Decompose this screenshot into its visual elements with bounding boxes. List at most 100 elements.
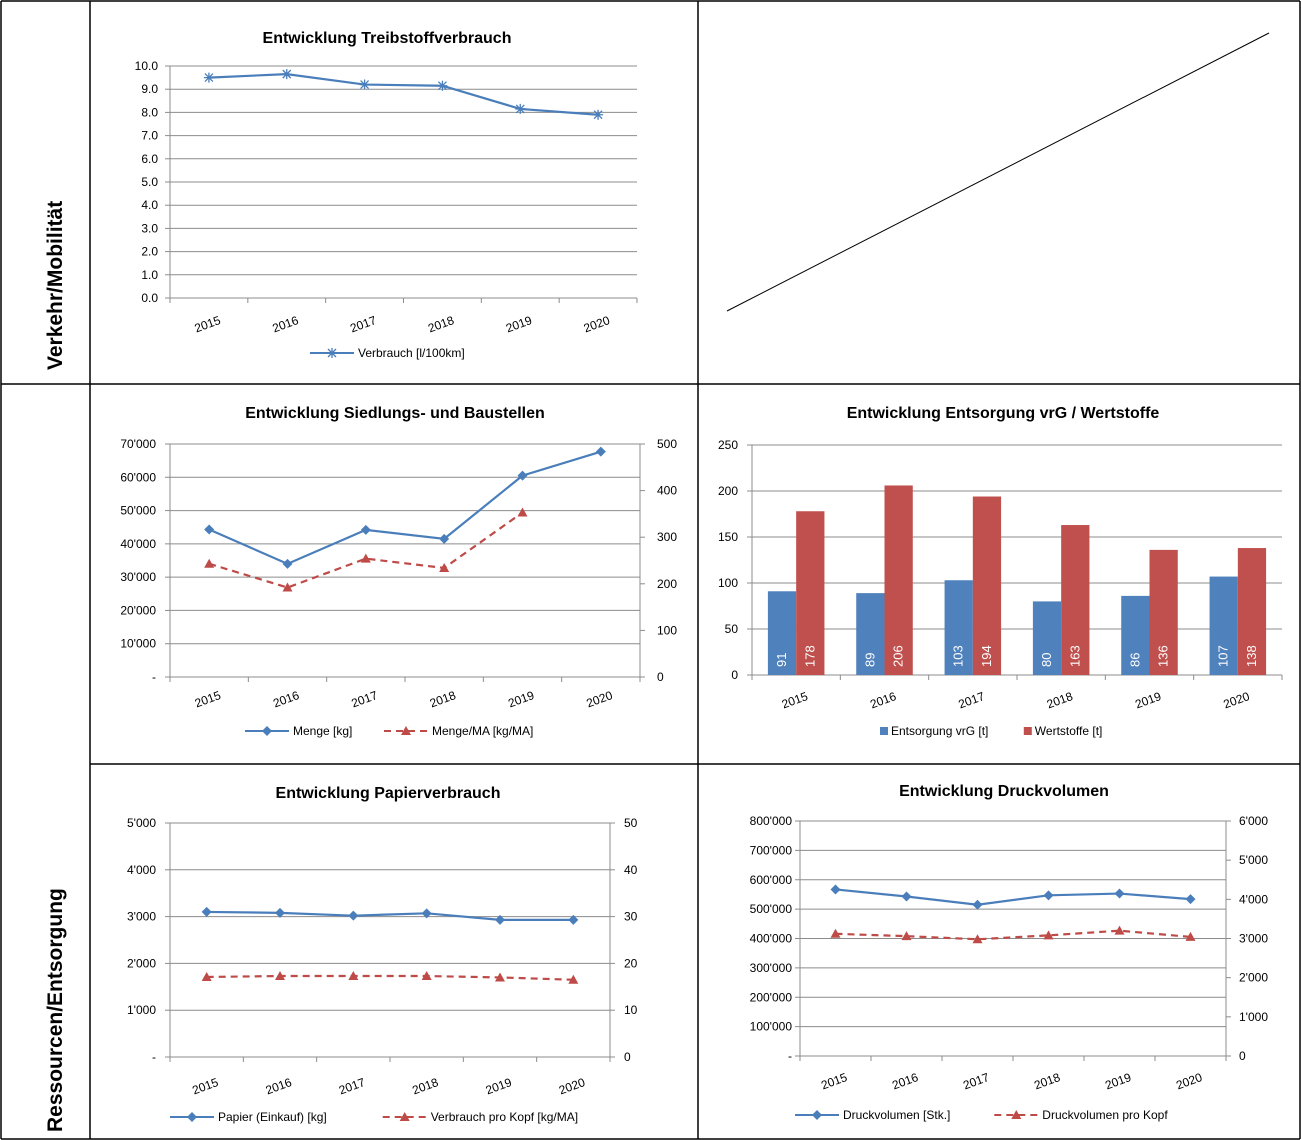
bar — [796, 511, 825, 675]
data-point — [439, 533, 450, 544]
bar — [1237, 548, 1267, 675]
y-tick-label: 500'000 — [750, 902, 793, 916]
legend-label: Druckvolumen pro Kopf — [1042, 1108, 1168, 1122]
y2-tick-label: 6'000 — [1239, 814, 1268, 828]
bar-data-label: 80 — [1039, 653, 1054, 667]
y-tick-label: 30'000 — [120, 570, 156, 584]
data-point — [1185, 894, 1196, 905]
series-line — [206, 974, 574, 981]
bar — [1121, 595, 1150, 675]
y2-tick-label: 0 — [657, 670, 664, 684]
y-tick-label: - — [788, 1049, 792, 1063]
data-point — [421, 908, 432, 919]
data-point — [282, 558, 293, 569]
y-tick-label: 60'000 — [120, 470, 156, 484]
legend-label: Verbrauch [l/100km] — [358, 346, 465, 360]
legend-label: Papier (Einkauf) [kg] — [218, 1110, 327, 1124]
legend-label: Menge [kg] — [293, 724, 352, 738]
legend-marker — [401, 726, 411, 735]
data-point — [1043, 890, 1054, 901]
data-point — [360, 524, 371, 535]
data-point — [204, 558, 215, 568]
y-tick-label: 600'000 — [750, 873, 793, 887]
y-tick-label: - — [152, 670, 156, 684]
y-tick-label: 50'000 — [120, 504, 156, 518]
y-tick-label: 150 — [718, 530, 738, 544]
data-point — [360, 553, 371, 563]
data-point — [275, 907, 285, 918]
bar — [767, 591, 797, 675]
y-tick-label: 8.0 — [141, 105, 158, 119]
x-tick-label: 2018 — [1032, 1070, 1062, 1092]
y-tick-label: 40'000 — [120, 537, 156, 551]
data-point — [568, 914, 579, 925]
y2-tick-label: 50 — [624, 816, 638, 830]
bar — [972, 496, 1002, 675]
chart-title: Entwicklung Treibstoffverbrauch — [263, 30, 512, 47]
legend-marker — [399, 1112, 410, 1121]
legend-marker — [812, 1110, 822, 1120]
y-tick-label: 7.0 — [141, 129, 158, 143]
legend-marker — [327, 348, 337, 358]
y2-tick-label: 300 — [657, 530, 677, 544]
data-point — [1043, 930, 1054, 940]
series-line — [206, 910, 574, 921]
data-point — [1185, 931, 1196, 941]
y2-tick-label: 0 — [624, 1050, 631, 1064]
data-point — [348, 971, 359, 981]
data-point — [495, 914, 505, 925]
y-tick-label: 5'000 — [127, 816, 156, 830]
data-point — [593, 109, 604, 120]
series-line — [835, 888, 1191, 906]
y-tick-label: 800'000 — [750, 814, 793, 828]
data-point — [282, 582, 293, 592]
data-point — [348, 910, 359, 921]
data-point — [972, 899, 983, 910]
data-point — [972, 934, 983, 944]
bar-data-label: 163 — [1067, 645, 1082, 667]
bar-data-label: 89 — [862, 653, 877, 667]
data-point — [275, 971, 285, 981]
y2-tick-label: 200 — [657, 577, 677, 591]
series-line — [208, 73, 599, 116]
y-tick-label: 10.0 — [135, 59, 159, 73]
x-tick-label: 2017 — [961, 1070, 991, 1092]
y2-tick-label: 100 — [657, 623, 677, 637]
data-point — [201, 906, 212, 917]
data-point — [830, 928, 841, 938]
data-point — [281, 69, 292, 80]
bar — [856, 593, 885, 675]
y2-tick-label: 10 — [624, 1003, 638, 1017]
y-tick-label: 100'000 — [750, 1020, 793, 1034]
data-point — [203, 72, 214, 83]
data-point — [515, 103, 526, 114]
y-tick-label: 200'000 — [750, 990, 793, 1004]
bar-data-label: 86 — [1127, 653, 1142, 667]
legend-swatch — [1023, 727, 1032, 735]
bar-data-label: 136 — [1156, 645, 1171, 667]
y2-tick-label: 1'000 — [1239, 1010, 1268, 1024]
y2-tick-label: 0 — [1239, 1049, 1246, 1063]
data-point — [359, 79, 370, 90]
legend-marker — [187, 1112, 197, 1122]
y2-tick-label: 30 — [624, 910, 638, 924]
y2-tick-label: 20 — [624, 956, 638, 970]
bar — [1149, 549, 1178, 675]
data-point — [495, 972, 505, 982]
chart-title: Entwicklung Siedlungs- und Baustellen — [245, 405, 545, 422]
legend-marker — [262, 726, 272, 736]
data-point — [201, 971, 212, 981]
legend-swatch — [880, 727, 888, 735]
y-tick-label: 6.0 — [141, 152, 158, 166]
y2-tick-label: 40 — [624, 863, 638, 877]
y2-tick-label: 400 — [657, 484, 677, 498]
x-tick-label: 2016 — [890, 1070, 920, 1092]
y-tick-label: 50 — [725, 622, 739, 636]
data-point — [204, 524, 215, 535]
data-point — [421, 971, 432, 981]
legend-marker — [1011, 1110, 1022, 1119]
bar-data-label: 138 — [1244, 645, 1259, 667]
series-line — [835, 929, 1191, 941]
